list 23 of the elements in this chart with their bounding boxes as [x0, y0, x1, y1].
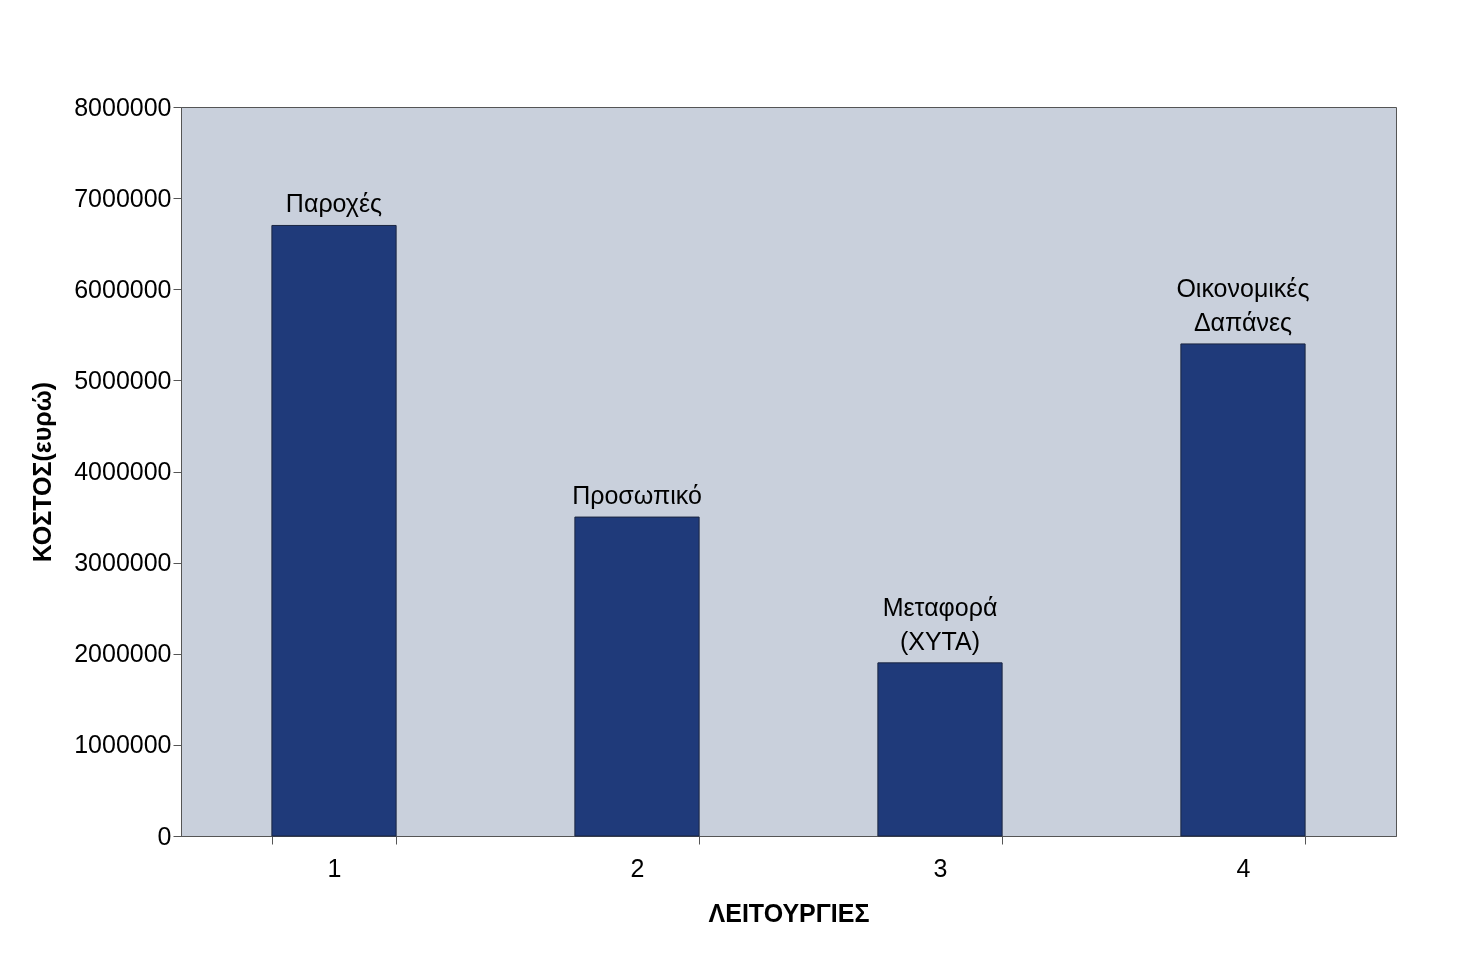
annotation: Οικονομικές Δαπάνες — [1176, 273, 1310, 336]
x-tick-label: 4 — [1236, 853, 1251, 882]
x-tick-label: 2 — [630, 853, 645, 882]
annotation: Μεταφορά (ΧΥΤΑ) — [882, 592, 998, 655]
bar — [574, 516, 700, 837]
y-tick-label: 1000000 — [74, 730, 172, 759]
y-tick-label: 7000000 — [74, 183, 172, 212]
bar — [1180, 343, 1306, 837]
annotation: Παροχές — [285, 189, 383, 218]
y-tick-label: 2000000 — [74, 639, 172, 668]
y-tick-label: 3000000 — [74, 548, 172, 577]
annotation: Προσωπικό — [572, 481, 702, 510]
y-tick-label: 0 — [157, 821, 172, 850]
x-tick-label: 1 — [327, 853, 342, 882]
y-tick-label: 8000000 — [74, 92, 172, 121]
y-tick-label: 5000000 — [74, 365, 172, 394]
x-axis-title: ΛΕΙΤΟΥΡΓΙΕΣ — [708, 898, 870, 927]
bar — [877, 662, 1003, 837]
y-axis-title: ΚΟΣΤΟΣ(ευρώ) — [28, 381, 57, 563]
x-tick-label: 3 — [933, 853, 948, 882]
y-tick-label: 6000000 — [74, 274, 172, 303]
y-tick-label: 4000000 — [74, 457, 172, 485]
bar — [271, 224, 397, 837]
